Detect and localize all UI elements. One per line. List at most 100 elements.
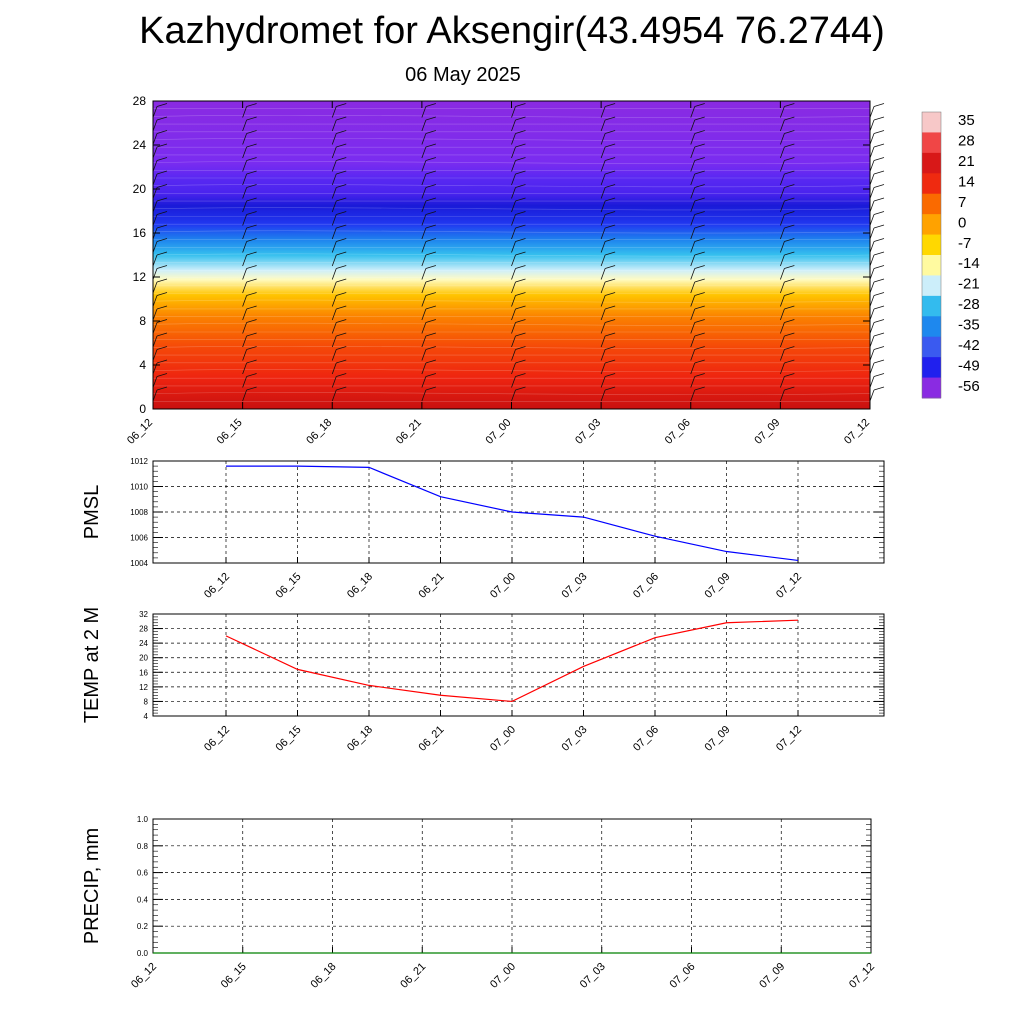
wind-barb-flag: [784, 251, 795, 256]
colorbar-label: 21: [958, 153, 975, 170]
wind-barb-flag: [246, 278, 257, 283]
y-axis-label: PMSL: [81, 485, 103, 539]
wind-barb: [242, 362, 248, 375]
wind-barb: [152, 349, 158, 361]
wind-barb: [779, 146, 785, 159]
wind-barb-flag: [336, 224, 347, 229]
wind-barb-flag: [873, 170, 885, 175]
wind-barb: [600, 241, 606, 253]
x-tick-label: 06_15: [274, 571, 304, 601]
wind-barb-flag: [156, 359, 168, 364]
wind-barb: [779, 254, 785, 267]
wind-barb-flag: [515, 278, 526, 283]
wind-barb: [779, 362, 785, 375]
wind-barb-flag: [336, 346, 347, 350]
contour-line: [152, 345, 871, 349]
wind-barb: [869, 254, 875, 267]
wind-barb: [331, 322, 337, 334]
wind-barb-flag: [515, 346, 526, 350]
wind-barb: [511, 227, 516, 240]
wind-barb: [869, 146, 875, 159]
wind-barb: [690, 362, 696, 375]
wind-barb: [869, 308, 875, 321]
wind-barb: [779, 389, 785, 402]
wind-barb-flag: [515, 211, 526, 215]
y-tick-label: 12: [139, 683, 148, 692]
wind-barb-flag: [156, 103, 168, 107]
x-tick-label: 07_09: [703, 724, 733, 754]
wind-barb: [331, 295, 337, 307]
wind-barb-flag: [873, 103, 885, 107]
wind-barb-flag: [336, 278, 347, 283]
wind-barb-flag: [156, 319, 168, 323]
wind-barb-flag: [425, 278, 436, 283]
wind-barb: [331, 214, 337, 226]
wind-barb-flag: [515, 170, 526, 175]
wind-barb: [869, 295, 875, 307]
y-tick-label: 4: [144, 712, 149, 721]
colorbar-label: -49: [958, 357, 980, 374]
wind-barb-flag: [425, 224, 436, 229]
wind-barb-flag: [246, 251, 257, 256]
wind-barb: [152, 322, 158, 334]
wind-barb-flag: [694, 157, 705, 161]
wind-barb: [242, 322, 248, 334]
wind-barb: [511, 268, 516, 280]
wind-barb-flag: [156, 211, 168, 215]
wind-barb: [152, 160, 158, 172]
x-tick-label: 07_00: [488, 571, 518, 601]
wind-barb-flag: [694, 278, 705, 283]
wind-barb-flag: [425, 184, 436, 188]
wind-barb: [690, 254, 696, 267]
wind-barb: [421, 389, 427, 402]
wind-barb: [600, 254, 606, 267]
x-tick-label: 07_00: [484, 417, 514, 447]
wind-barb: [600, 200, 606, 213]
wind-barb: [690, 119, 696, 132]
x-tick-label: 07_09: [757, 961, 787, 991]
wind-barb: [242, 308, 248, 321]
wind-barb-flag: [336, 197, 347, 202]
wind-barb: [779, 106, 785, 118]
wind-barb-flag: [784, 130, 795, 134]
wind-barb-flag: [784, 238, 795, 242]
wind-barb-flag: [425, 373, 436, 377]
contour-line: [152, 138, 871, 141]
wind-barb: [511, 119, 516, 132]
y-tick-label: 1012: [130, 457, 148, 466]
wind-barb-flag: [873, 251, 885, 256]
y-tick-label: 16: [139, 668, 148, 677]
wind-barb-flag: [156, 170, 168, 175]
wind-barb: [152, 200, 158, 213]
colorbar-label: -14: [958, 255, 980, 272]
wind-barb: [331, 389, 337, 402]
wind-barb: [152, 146, 158, 159]
wind-barb-flag: [605, 346, 616, 350]
x-tick-label: 07_06: [668, 961, 698, 991]
colorbar-swatch: [922, 112, 941, 133]
wind-barb-flag: [515, 292, 526, 296]
wind-barb-flag: [784, 211, 795, 215]
wind-barb: [152, 254, 158, 267]
panel-frame: [152, 613, 885, 717]
contour-line: [152, 392, 871, 396]
wind-barb-flag: [605, 332, 616, 337]
wind-barb-flag: [605, 305, 616, 310]
wind-barb-flag: [784, 265, 795, 269]
wind-barb-flag: [425, 265, 436, 269]
wind-barb: [242, 281, 248, 294]
y-tick-label: 1006: [130, 534, 148, 543]
contour-line: [152, 230, 871, 234]
wind-barb-flag: [515, 386, 526, 391]
wind-barb: [331, 335, 337, 348]
x-tick-label: 07_03: [578, 961, 608, 991]
wind-barb-flag: [873, 143, 885, 148]
wind-barb-flag: [246, 346, 257, 350]
wind-barb-flag: [425, 359, 436, 364]
wind-barb-flag: [515, 143, 526, 148]
wind-barb-flag: [873, 386, 885, 391]
wind-barb: [242, 295, 248, 307]
x-tick-label: 07_12: [842, 417, 872, 447]
wind-barb-flag: [873, 211, 885, 215]
wind-barb: [331, 349, 337, 361]
